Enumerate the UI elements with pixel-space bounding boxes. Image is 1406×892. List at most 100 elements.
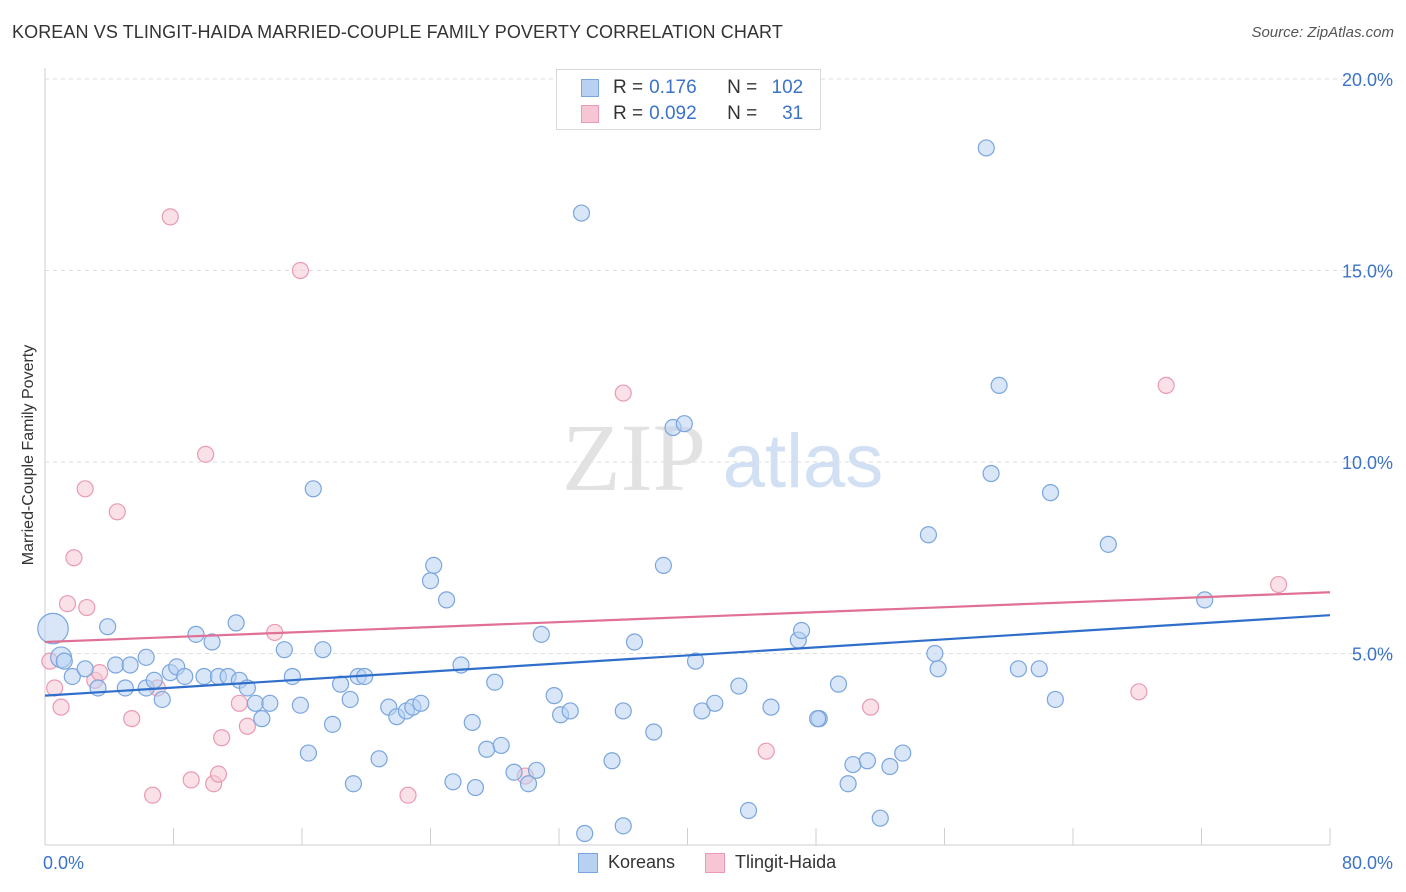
korean-point [492, 736, 510, 755]
legend-r-value: 0.176 [649, 77, 697, 98]
tlingit-haida-point [209, 765, 228, 783]
tlingit-haida-point [65, 549, 83, 567]
korean-point [121, 656, 139, 674]
korean-point [858, 752, 877, 770]
korean-point [645, 723, 663, 741]
korean-point [792, 621, 811, 640]
korean-point [275, 641, 293, 659]
korean-point [437, 591, 456, 609]
korean-point [545, 687, 563, 705]
korean-point [926, 644, 944, 663]
legend-r-label: R = [613, 103, 644, 124]
tlingit-haida-point [238, 717, 256, 735]
korean-point [572, 204, 591, 222]
korean-point [145, 671, 163, 689]
korean-point [478, 740, 496, 758]
korean-point [929, 660, 947, 678]
korean-point [675, 415, 693, 433]
tlingit-haida-point [291, 261, 309, 280]
tlingit-haida-point [78, 598, 96, 617]
korean-point [314, 641, 332, 659]
korean-point [614, 702, 632, 720]
watermark: ZIP atlas [562, 404, 883, 511]
korean-point [894, 744, 912, 762]
legend-row-koreans: R = 0.176 N = 102 [581, 76, 803, 100]
korean-point [603, 752, 621, 770]
korean-point [527, 761, 546, 779]
korean-point [444, 773, 462, 791]
legend-n-value: 31 [782, 103, 804, 124]
korean-point [137, 648, 155, 666]
x-tick-label: 0.0% [43, 853, 84, 873]
source-label: Source: ZipAtlas.com [1251, 24, 1394, 41]
tlingit-haida-point [91, 664, 109, 682]
korean-point [176, 667, 194, 686]
korean-point [227, 614, 245, 632]
korean-point [1196, 591, 1214, 609]
korean-point [871, 809, 889, 827]
tlingit-haida-point [52, 698, 70, 716]
korean-point [253, 710, 271, 728]
tlingit-haida-point [614, 384, 632, 402]
korean-point [37, 612, 69, 645]
korean-point [730, 677, 748, 695]
korean-point [625, 633, 644, 651]
stats-legend: R = 0.176 N = 102 R = 0.092 N = 31 [556, 69, 821, 130]
y-tick-label: 5.0% [1352, 645, 1393, 665]
trend-lines [44, 591, 1331, 697]
axes [44, 68, 1331, 846]
korean-point [990, 376, 1008, 394]
series-legend: Koreans Tlingit-Haida [578, 852, 866, 873]
series-legend-swatch-koreans [578, 852, 598, 873]
korean-point [829, 675, 848, 693]
tlingit-haida-point [161, 208, 179, 226]
koreans-points [37, 139, 1214, 843]
legend-swatch-tlingit-haida [581, 105, 599, 123]
korean-point [977, 139, 995, 157]
korean-point [116, 679, 134, 697]
korean-point [576, 824, 594, 843]
y-tick-label: 10.0% [1342, 453, 1393, 473]
korean-point [982, 464, 1000, 483]
series-legend-swatch-tlingit-haida [705, 852, 726, 873]
korean-point [63, 667, 81, 686]
korean-point [466, 778, 485, 797]
tlingit-haida-point [1157, 376, 1175, 394]
tlingit-haida-point [197, 445, 215, 463]
series-legend-label-tlingit-haida: Tlingit-Haida [735, 852, 837, 872]
korean-point [762, 698, 780, 716]
korean-point [505, 763, 523, 781]
tlingit-haida-point [46, 679, 64, 697]
korean-point [532, 625, 550, 643]
korean-point [261, 694, 279, 712]
legend-n-label: N = [727, 77, 758, 98]
korean-point [1046, 690, 1064, 709]
korean-point [706, 694, 724, 712]
koreans-trendline [44, 614, 1331, 697]
legend-swatch-koreans [581, 79, 599, 97]
legend-row-tlingit-haida: R = 0.092 N = 31 [581, 102, 803, 126]
series-legend-tlingit-haida: Tlingit-Haida [705, 852, 836, 873]
x-tick-label: 80.0% [1342, 853, 1393, 873]
tlingit-haida-trendline [44, 591, 1331, 644]
korean-point [463, 713, 481, 732]
tlingit-haida-point [123, 710, 141, 728]
series-legend-label-koreans: Koreans [608, 852, 676, 872]
korean-point [344, 775, 362, 793]
korean-point [195, 667, 213, 686]
tlingit-haida-point [58, 595, 77, 613]
legend-n-label: N = [727, 103, 758, 124]
korean-point [614, 817, 632, 835]
korean-point [153, 690, 171, 709]
korean-point [839, 775, 857, 793]
korean-point [299, 744, 318, 762]
gridlines [45, 78, 1392, 654]
korean-point [421, 572, 440, 590]
korean-point [919, 526, 938, 544]
korean-point [519, 775, 538, 793]
tlingit-haida-point [757, 742, 775, 760]
korean-point [486, 673, 504, 691]
korean-point [412, 694, 430, 712]
korean-point [686, 652, 705, 670]
